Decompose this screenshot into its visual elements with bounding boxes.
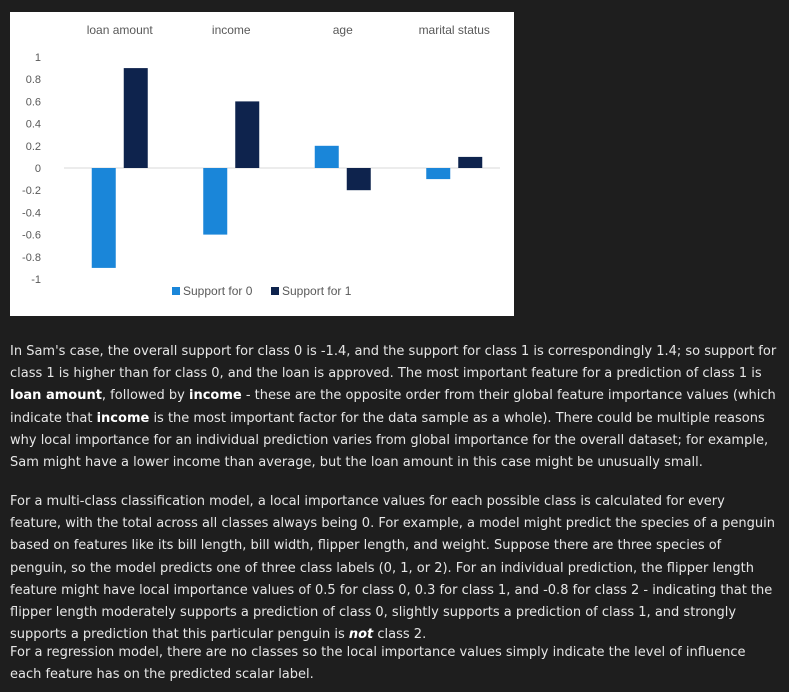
legend-label: Support for 1 xyxy=(282,284,352,298)
emphasis-text: income xyxy=(189,388,242,404)
bar-support-1 xyxy=(235,101,260,168)
legend-swatch xyxy=(271,287,279,295)
legend-label: Support for 0 xyxy=(183,284,253,298)
bar-support-0 xyxy=(203,168,228,235)
paragraph-1: In Sam's case, the overall support for c… xyxy=(10,341,780,474)
y-tick-label: 0.2 xyxy=(26,141,41,153)
y-tick-label: 1 xyxy=(35,52,41,64)
emphasis-text: not xyxy=(348,627,374,643)
bar-support-0 xyxy=(426,168,451,180)
text-run: is the most important factor for the dat… xyxy=(10,410,769,471)
y-tick-label: -0.4 xyxy=(22,207,41,219)
category-label: age xyxy=(333,23,353,37)
chart-panel: 1 0.8 0.6 0.4 0.2 0 -0.2 -0.4 -0.6 -0.8 -1 loan amo… xyxy=(10,12,514,316)
y-tick-label: -0.8 xyxy=(22,252,41,264)
bar-support-1 xyxy=(346,168,371,191)
text-run: - these are the opposite order from thei… xyxy=(10,388,776,426)
category-label: income xyxy=(212,23,251,37)
paragraph-3: For a regression model, there are no cla… xyxy=(10,642,780,686)
bar-support-1 xyxy=(458,156,483,168)
paragraph-2: For a multi-class classification model, … xyxy=(10,491,780,646)
text-run: For a regression model, there are no cla… xyxy=(10,645,746,683)
y-tick-label: 0.6 xyxy=(26,96,41,108)
text-run: For a multi-class classification model, … xyxy=(10,494,776,643)
y-tick-label: 0.4 xyxy=(26,119,41,131)
feature-importance-chart: 1 0.8 0.6 0.4 0.2 0 -0.2 -0.4 -0.6 -0.8 -1 loan amo… xyxy=(22,23,500,298)
y-tick-label: 0 xyxy=(35,163,41,175)
emphasis-text: income xyxy=(96,410,150,426)
bar-support-1 xyxy=(123,68,148,168)
y-tick-label: -0.6 xyxy=(22,230,41,242)
bar-support-0 xyxy=(91,168,116,268)
y-tick-label: -1 xyxy=(31,274,41,286)
category-label: marital status xyxy=(419,23,490,37)
y-tick-label: 0.8 xyxy=(26,74,41,86)
text-run: In Sam's case, the overall support for c… xyxy=(10,344,777,382)
category-label: loan amount xyxy=(87,23,154,37)
text-run: class 2. xyxy=(373,627,427,643)
legend-swatch xyxy=(172,287,180,295)
text-run: , followed by xyxy=(101,388,189,404)
bar-support-0 xyxy=(314,145,339,168)
emphasis-text: loan amount xyxy=(10,388,102,404)
y-tick-label: -0.2 xyxy=(22,185,41,197)
